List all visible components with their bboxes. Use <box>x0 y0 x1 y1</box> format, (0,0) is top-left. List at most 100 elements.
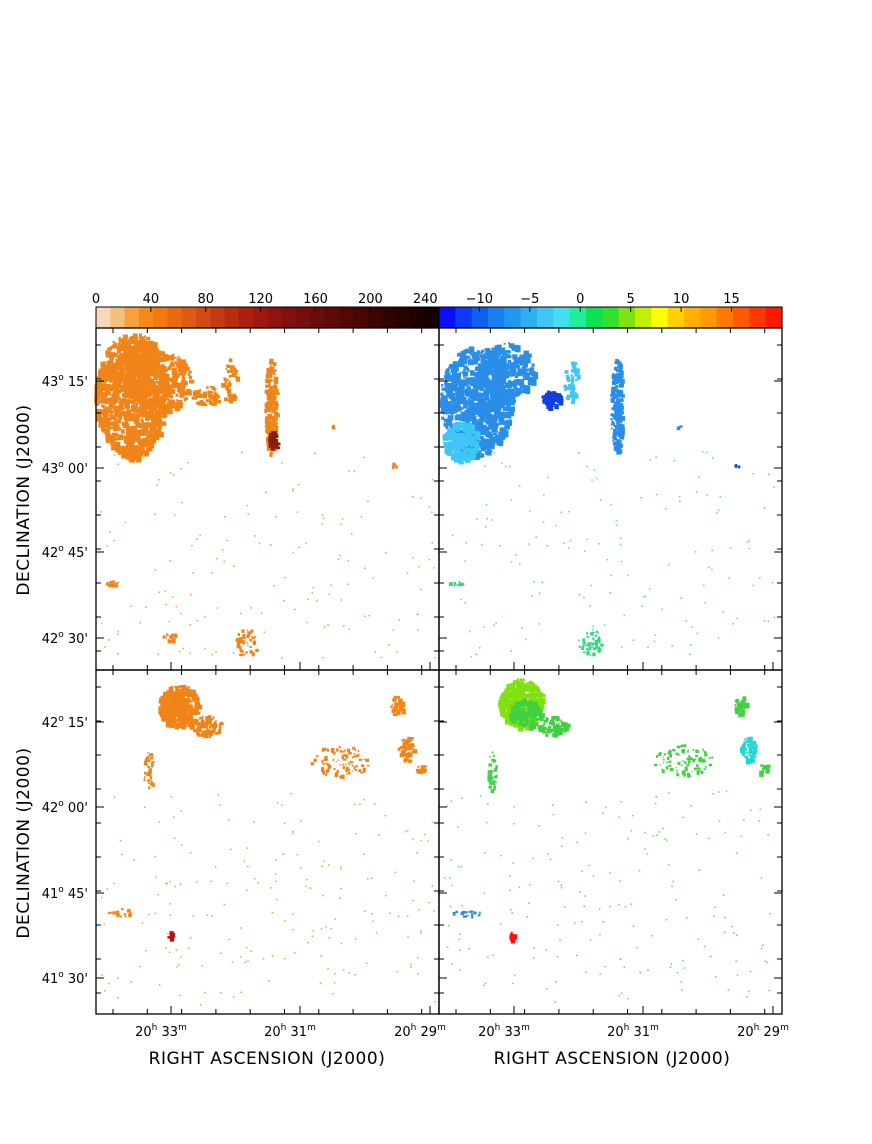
emission-pixel <box>475 423 481 429</box>
noise-pixel <box>173 837 176 840</box>
emission-pixel <box>134 397 140 402</box>
emission-pixel <box>105 354 110 358</box>
noise-pixel <box>117 977 119 979</box>
emission-pixel <box>107 581 109 584</box>
emission-pixel <box>586 651 590 656</box>
emission-pixel <box>499 413 505 420</box>
emission-pixel <box>502 352 505 356</box>
noise-pixel <box>341 518 344 520</box>
emission-pixel <box>475 442 479 446</box>
emission-pixel <box>228 365 232 368</box>
emission-pixel <box>442 435 448 440</box>
emission-pixel <box>509 684 514 690</box>
emission-pixel <box>275 407 279 410</box>
noise-pixel <box>130 605 132 607</box>
emission-pixel <box>270 400 273 403</box>
noise-pixel <box>199 534 201 537</box>
emission-peak <box>275 446 280 450</box>
noise-pixel <box>103 646 106 648</box>
emission-pixel <box>412 745 415 748</box>
emission-pixel <box>235 373 238 375</box>
emission-pixel <box>527 692 533 698</box>
emission-pixel <box>109 371 114 377</box>
emission-pixel <box>441 384 444 387</box>
emission-pixel <box>621 379 625 384</box>
emission-pixel <box>617 446 621 450</box>
emission-pixel <box>520 382 523 386</box>
emission-pixel <box>470 413 474 417</box>
emission-pixel <box>468 386 472 389</box>
emission-pixel <box>127 377 132 380</box>
colorbar-tick-label: 0 <box>92 292 100 307</box>
emission-pixel <box>166 633 168 635</box>
emission-pixel <box>615 389 620 393</box>
emission-pixel <box>268 394 273 399</box>
emission-pixel <box>353 766 356 770</box>
noise-pixel <box>291 913 294 916</box>
noise-pixel <box>318 840 320 843</box>
emission-pixel <box>141 351 147 355</box>
colorbar-segment <box>700 307 718 328</box>
noise-pixel <box>100 511 103 513</box>
emission-pixel <box>357 750 360 752</box>
noise-pixel <box>729 547 732 549</box>
noise-pixel <box>348 628 351 630</box>
emission-pixel <box>250 650 254 654</box>
emission-pixel <box>510 688 515 692</box>
emission-pixel <box>109 356 113 361</box>
emission-pixel <box>137 387 142 391</box>
emission-pixel <box>161 364 165 369</box>
emission-pixel <box>214 395 217 397</box>
emission-pixel <box>477 368 482 372</box>
noise-pixel <box>157 653 160 656</box>
emission-pixel <box>147 773 150 776</box>
emission-pixel <box>310 762 314 766</box>
emission-pixel <box>213 392 217 395</box>
noise-pixel <box>689 644 692 646</box>
noise-pixel <box>211 653 213 656</box>
emission-pixel <box>114 582 118 585</box>
emission-pixel <box>493 376 496 379</box>
noise-pixel <box>292 490 294 492</box>
emission-pixel <box>491 347 495 351</box>
emission-pixel <box>228 380 231 384</box>
emission-pixel <box>448 447 451 449</box>
emission-pixel <box>133 394 136 398</box>
emission-pixel <box>159 709 162 712</box>
emission-pixel <box>600 643 604 647</box>
emission-pixel <box>548 402 554 408</box>
emission-pixel <box>316 755 319 758</box>
noise-pixel <box>434 656 436 659</box>
emission-pixel <box>121 908 124 911</box>
emission-pixel <box>463 365 468 369</box>
emission-pixel <box>463 448 467 452</box>
emission-pixel <box>584 651 586 654</box>
noise-pixel <box>354 803 356 806</box>
noise-pixel <box>192 915 195 917</box>
emission-pixel <box>269 401 274 408</box>
noise-pixel <box>509 465 511 468</box>
emission-pixel <box>208 400 213 405</box>
noise-pixel <box>510 499 512 501</box>
emission-pixel <box>486 355 491 360</box>
emission-pixel <box>566 394 572 399</box>
noise-pixel <box>460 598 462 601</box>
emission-pixel <box>167 701 172 704</box>
emission-pixel <box>152 382 156 386</box>
emission-pixel <box>217 395 221 399</box>
emission-pixel <box>508 415 512 419</box>
emission-pixel <box>480 381 487 388</box>
colorbar-tick-label: 0 <box>576 292 584 307</box>
emission-pixel <box>168 404 174 408</box>
emission-pixel <box>111 344 117 349</box>
emission-pixel <box>227 394 230 398</box>
noise-pixel <box>322 894 324 897</box>
noise-pixel <box>171 596 174 598</box>
emission-pixel <box>482 432 487 435</box>
emission-pixel <box>352 746 356 750</box>
emission-pixel <box>410 743 415 746</box>
emission-pixel <box>499 427 504 433</box>
emission-pixel <box>621 425 625 431</box>
emission-pixel <box>467 355 471 359</box>
emission-pixel <box>482 376 485 380</box>
